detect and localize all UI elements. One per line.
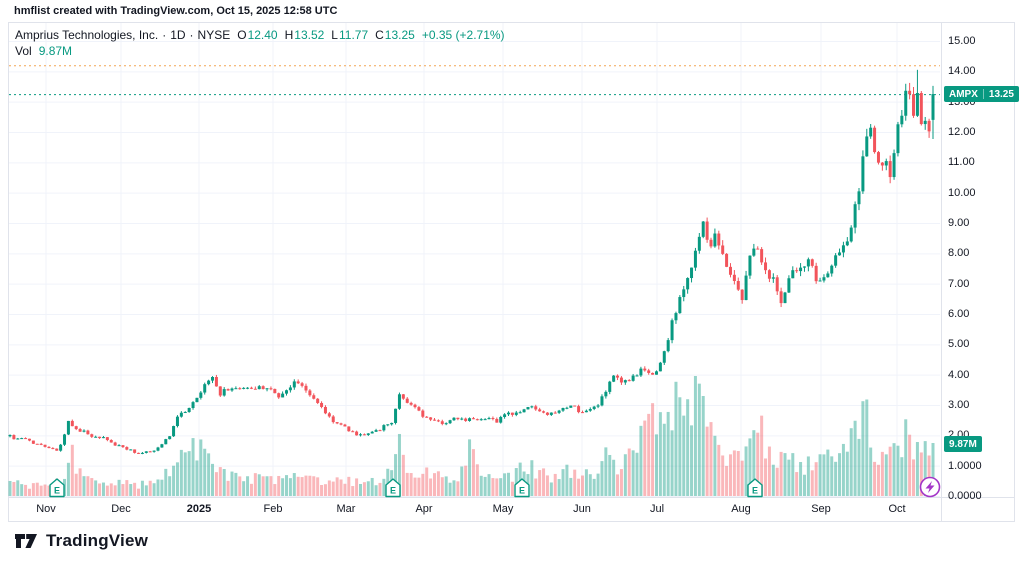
attribution-text: hmflist created with TradingView.com, Oc… bbox=[14, 5, 338, 17]
exchange-label: NYSE bbox=[197, 28, 231, 42]
legend-symbol-row: Amprius Technologies, Inc. · 1D · NYSE O 12.4… bbox=[15, 28, 505, 42]
price-axis-label: 11.00 bbox=[948, 156, 975, 169]
volume-value: 9.87M bbox=[38, 44, 73, 58]
low-label: L bbox=[331, 28, 338, 42]
change-value: +0.35 (+2.71%) bbox=[421, 28, 505, 42]
price-axis-label: 12.00 bbox=[948, 126, 976, 138]
price-axis-label: 0.0000 bbox=[948, 490, 982, 502]
time-axis-label: Feb bbox=[263, 503, 283, 515]
tradingview-logo-text: TradingView bbox=[46, 531, 149, 550]
price-axis-label: 9.00 bbox=[948, 217, 970, 229]
tradingview-logo-icon bbox=[15, 534, 37, 548]
last-price-badge-value: 13.25 bbox=[988, 88, 1014, 100]
legend-separator: · bbox=[189, 28, 194, 42]
time-axis-label: Jul bbox=[649, 503, 665, 515]
time-axis-label: 2025 bbox=[186, 503, 212, 515]
time-axis-label: Aug bbox=[731, 503, 751, 515]
price-axis-label: 3.00 bbox=[948, 399, 970, 411]
high-value: 13.52 bbox=[294, 28, 325, 42]
last-volume-badge[interactable]: 9.87M bbox=[944, 436, 982, 452]
time-axis-label: Mar bbox=[336, 503, 356, 515]
high-label: H bbox=[284, 28, 294, 42]
time-axis-label: Sep bbox=[811, 503, 831, 515]
open-label: O bbox=[237, 28, 247, 42]
time-axis[interactable]: Nov Dec 2025 Feb Mar Apr May Jun Jul Aug Sep Oct bbox=[8, 498, 941, 522]
time-axis-label: Oct bbox=[888, 503, 906, 515]
chart-widget[interactable] bbox=[8, 22, 1015, 522]
close-value: 13.25 bbox=[384, 28, 415, 42]
time-axis-label: Apr bbox=[415, 503, 433, 515]
price-axis-label: 4.00 bbox=[948, 368, 970, 381]
time-axis-label: Dec bbox=[111, 503, 131, 515]
price-axis-label: 10.00 bbox=[948, 186, 976, 199]
price-axis-label: 14.00 bbox=[948, 65, 976, 78]
symbol-title[interactable]: Amprius Technologies, Inc. bbox=[15, 28, 159, 42]
price-axis[interactable]: 15.0014.0013.0012.0011.0010.009.008.007.… bbox=[941, 22, 1016, 502]
interval-label[interactable]: 1D bbox=[170, 28, 186, 42]
price-axis-label: 6.00 bbox=[948, 308, 970, 320]
price-axis-label: 8.00 bbox=[948, 247, 970, 260]
last-price-badge-symbol: AMPX bbox=[949, 88, 978, 100]
time-axis-label: Jun bbox=[573, 503, 591, 515]
price-axis-label: 15.00 bbox=[948, 35, 976, 47]
chart-legend[interactable]: Amprius Technologies, Inc. · 1D · NYSE O 12.4… bbox=[15, 28, 505, 58]
legend-separator: · bbox=[162, 28, 167, 42]
price-axis-label: 7.00 bbox=[948, 277, 970, 290]
price-axis-label: 5.00 bbox=[948, 338, 970, 351]
price-axis-label: 1.0000 bbox=[948, 459, 982, 472]
last-price-badge[interactable]: AMPX 13.25 bbox=[944, 86, 1019, 102]
last-volume-badge-value: 9.87M bbox=[949, 438, 977, 450]
time-axis-label: May bbox=[492, 503, 514, 515]
tradingview-logo[interactable]: TradingView bbox=[14, 531, 148, 551]
badge-divider bbox=[982, 89, 984, 99]
volume-label[interactable]: Vol bbox=[15, 44, 32, 58]
close-label: C bbox=[375, 28, 384, 42]
open-value: 12.40 bbox=[247, 28, 278, 42]
time-axis-label: Nov bbox=[36, 503, 56, 515]
low-value: 11.77 bbox=[338, 28, 369, 42]
legend-volume-row: Vol 9.87M bbox=[15, 44, 505, 58]
